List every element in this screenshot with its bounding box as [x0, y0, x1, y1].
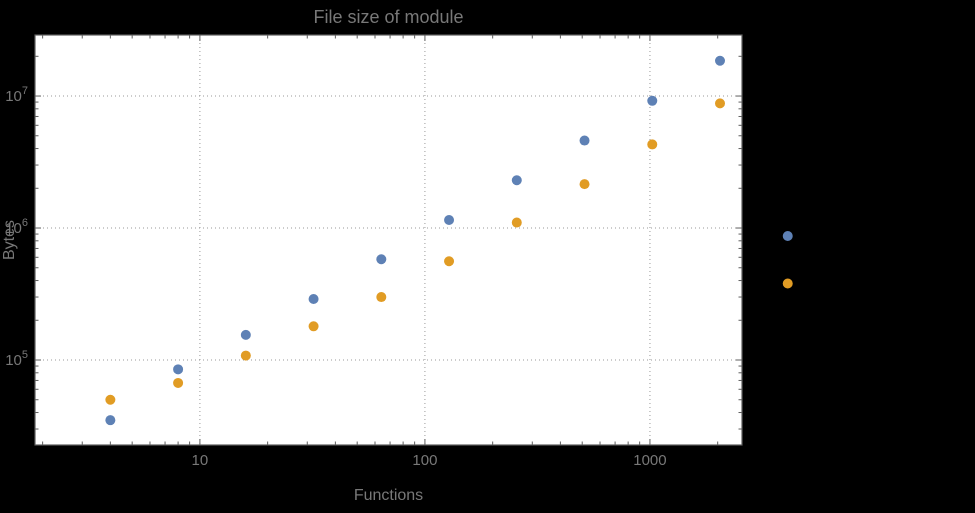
data-point-blue: [173, 364, 184, 375]
data-point-orange: [715, 98, 726, 109]
data-point-blue: [240, 329, 251, 340]
data-point-orange: [240, 350, 251, 361]
data-point-orange: [308, 321, 319, 332]
x-tick-label: 10: [192, 452, 209, 469]
y-tick-label: 106: [5, 217, 28, 237]
data-point-orange: [782, 278, 793, 289]
y-tick-label: 105: [5, 349, 28, 369]
data-point-blue: [715, 55, 726, 66]
data-point-orange: [647, 139, 658, 150]
data-point-blue: [376, 254, 387, 265]
data-point-blue: [444, 215, 455, 226]
y-axis-label: Bytes: [1, 219, 18, 261]
data-point-orange: [105, 394, 116, 405]
x-tick-label: 1000: [633, 452, 666, 469]
data-point-blue: [782, 230, 793, 241]
data-point-orange: [511, 217, 522, 228]
data-point-blue: [308, 293, 319, 304]
x-axis-label: Functions: [353, 487, 424, 504]
x-tick-label: 100: [412, 452, 437, 469]
data-point-blue: [511, 175, 522, 186]
data-point-orange: [579, 179, 590, 190]
data-point-blue: [647, 95, 658, 106]
chart-title: File size of module: [313, 7, 464, 27]
data-point-orange: [444, 256, 455, 267]
data-point-blue: [105, 415, 116, 426]
data-point-orange: [173, 377, 184, 388]
data-point-blue: [579, 135, 590, 146]
plot-frame: [34, 34, 743, 446]
y-tick-label: 107: [5, 85, 28, 105]
plot-area: [35, 35, 742, 445]
data-point-orange: [376, 292, 387, 303]
